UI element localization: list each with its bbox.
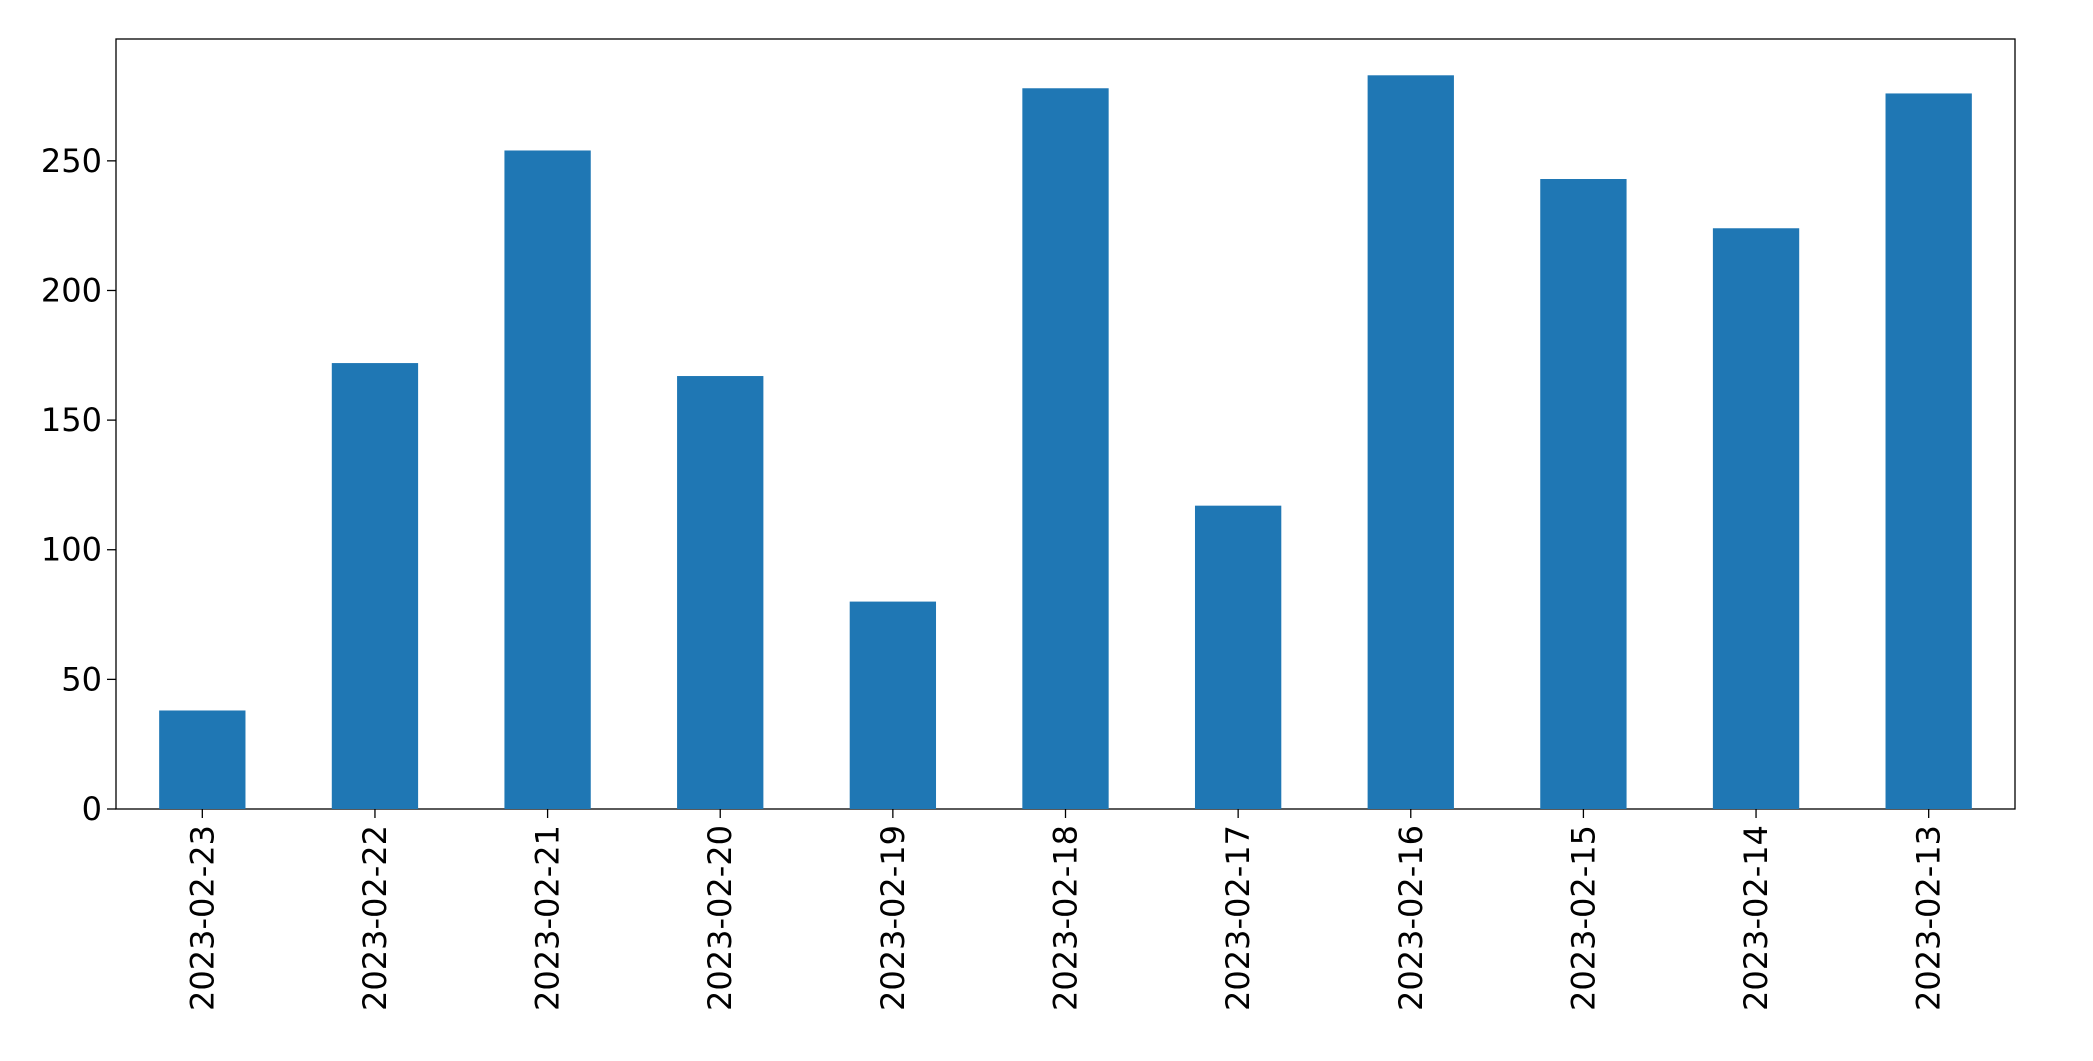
y-tick-label: 250: [41, 142, 102, 180]
x-tick-label: 2023-02-18: [1047, 825, 1085, 1011]
bar: [1194, 505, 1282, 809]
y-tick-label: 50: [61, 660, 102, 698]
bar: [1540, 179, 1627, 809]
bar: [1712, 228, 1800, 809]
y-tick-label: 200: [41, 271, 102, 309]
x-tick-label: 2023-02-23: [183, 825, 221, 1011]
bar: [1367, 75, 1454, 810]
x-tick-label: 2023-02-19: [874, 825, 912, 1011]
x-tick-label: 2023-02-17: [1219, 825, 1257, 1011]
x-tick-label: 2023-02-13: [1910, 825, 1948, 1011]
bar: [159, 710, 246, 809]
y-tick-label: 100: [41, 531, 102, 569]
bar: [1022, 88, 1109, 809]
x-tick-label: 2023-02-14: [1737, 825, 1775, 1011]
bar: [677, 376, 764, 809]
x-tick-label: 2023-02-21: [529, 825, 567, 1011]
x-tick-label: 2023-02-15: [1564, 825, 1602, 1011]
x-tick-label: 2023-02-20: [701, 825, 739, 1011]
bar: [331, 363, 419, 809]
y-tick-label: 0: [82, 790, 102, 828]
x-tick-label: 2023-02-16: [1392, 825, 1430, 1011]
bar: [849, 601, 937, 809]
x-tick-label: 2023-02-22: [356, 825, 394, 1011]
y-tick-label: 150: [41, 401, 102, 439]
bar: [504, 150, 591, 810]
bar: [1885, 93, 1972, 809]
